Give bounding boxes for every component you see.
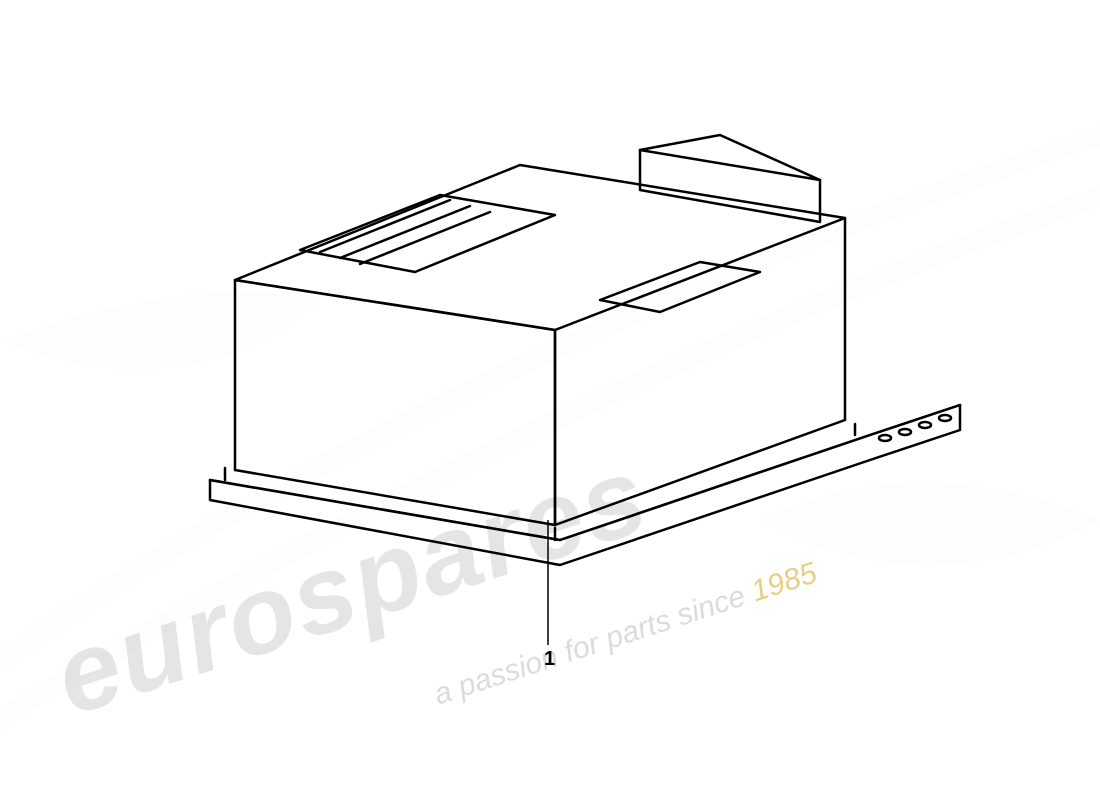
control-unit-drawing: [0, 0, 1100, 800]
callout-number-1: 1: [544, 648, 555, 671]
diagram-canvas: eurospares a passion for parts since 198…: [0, 0, 1100, 800]
